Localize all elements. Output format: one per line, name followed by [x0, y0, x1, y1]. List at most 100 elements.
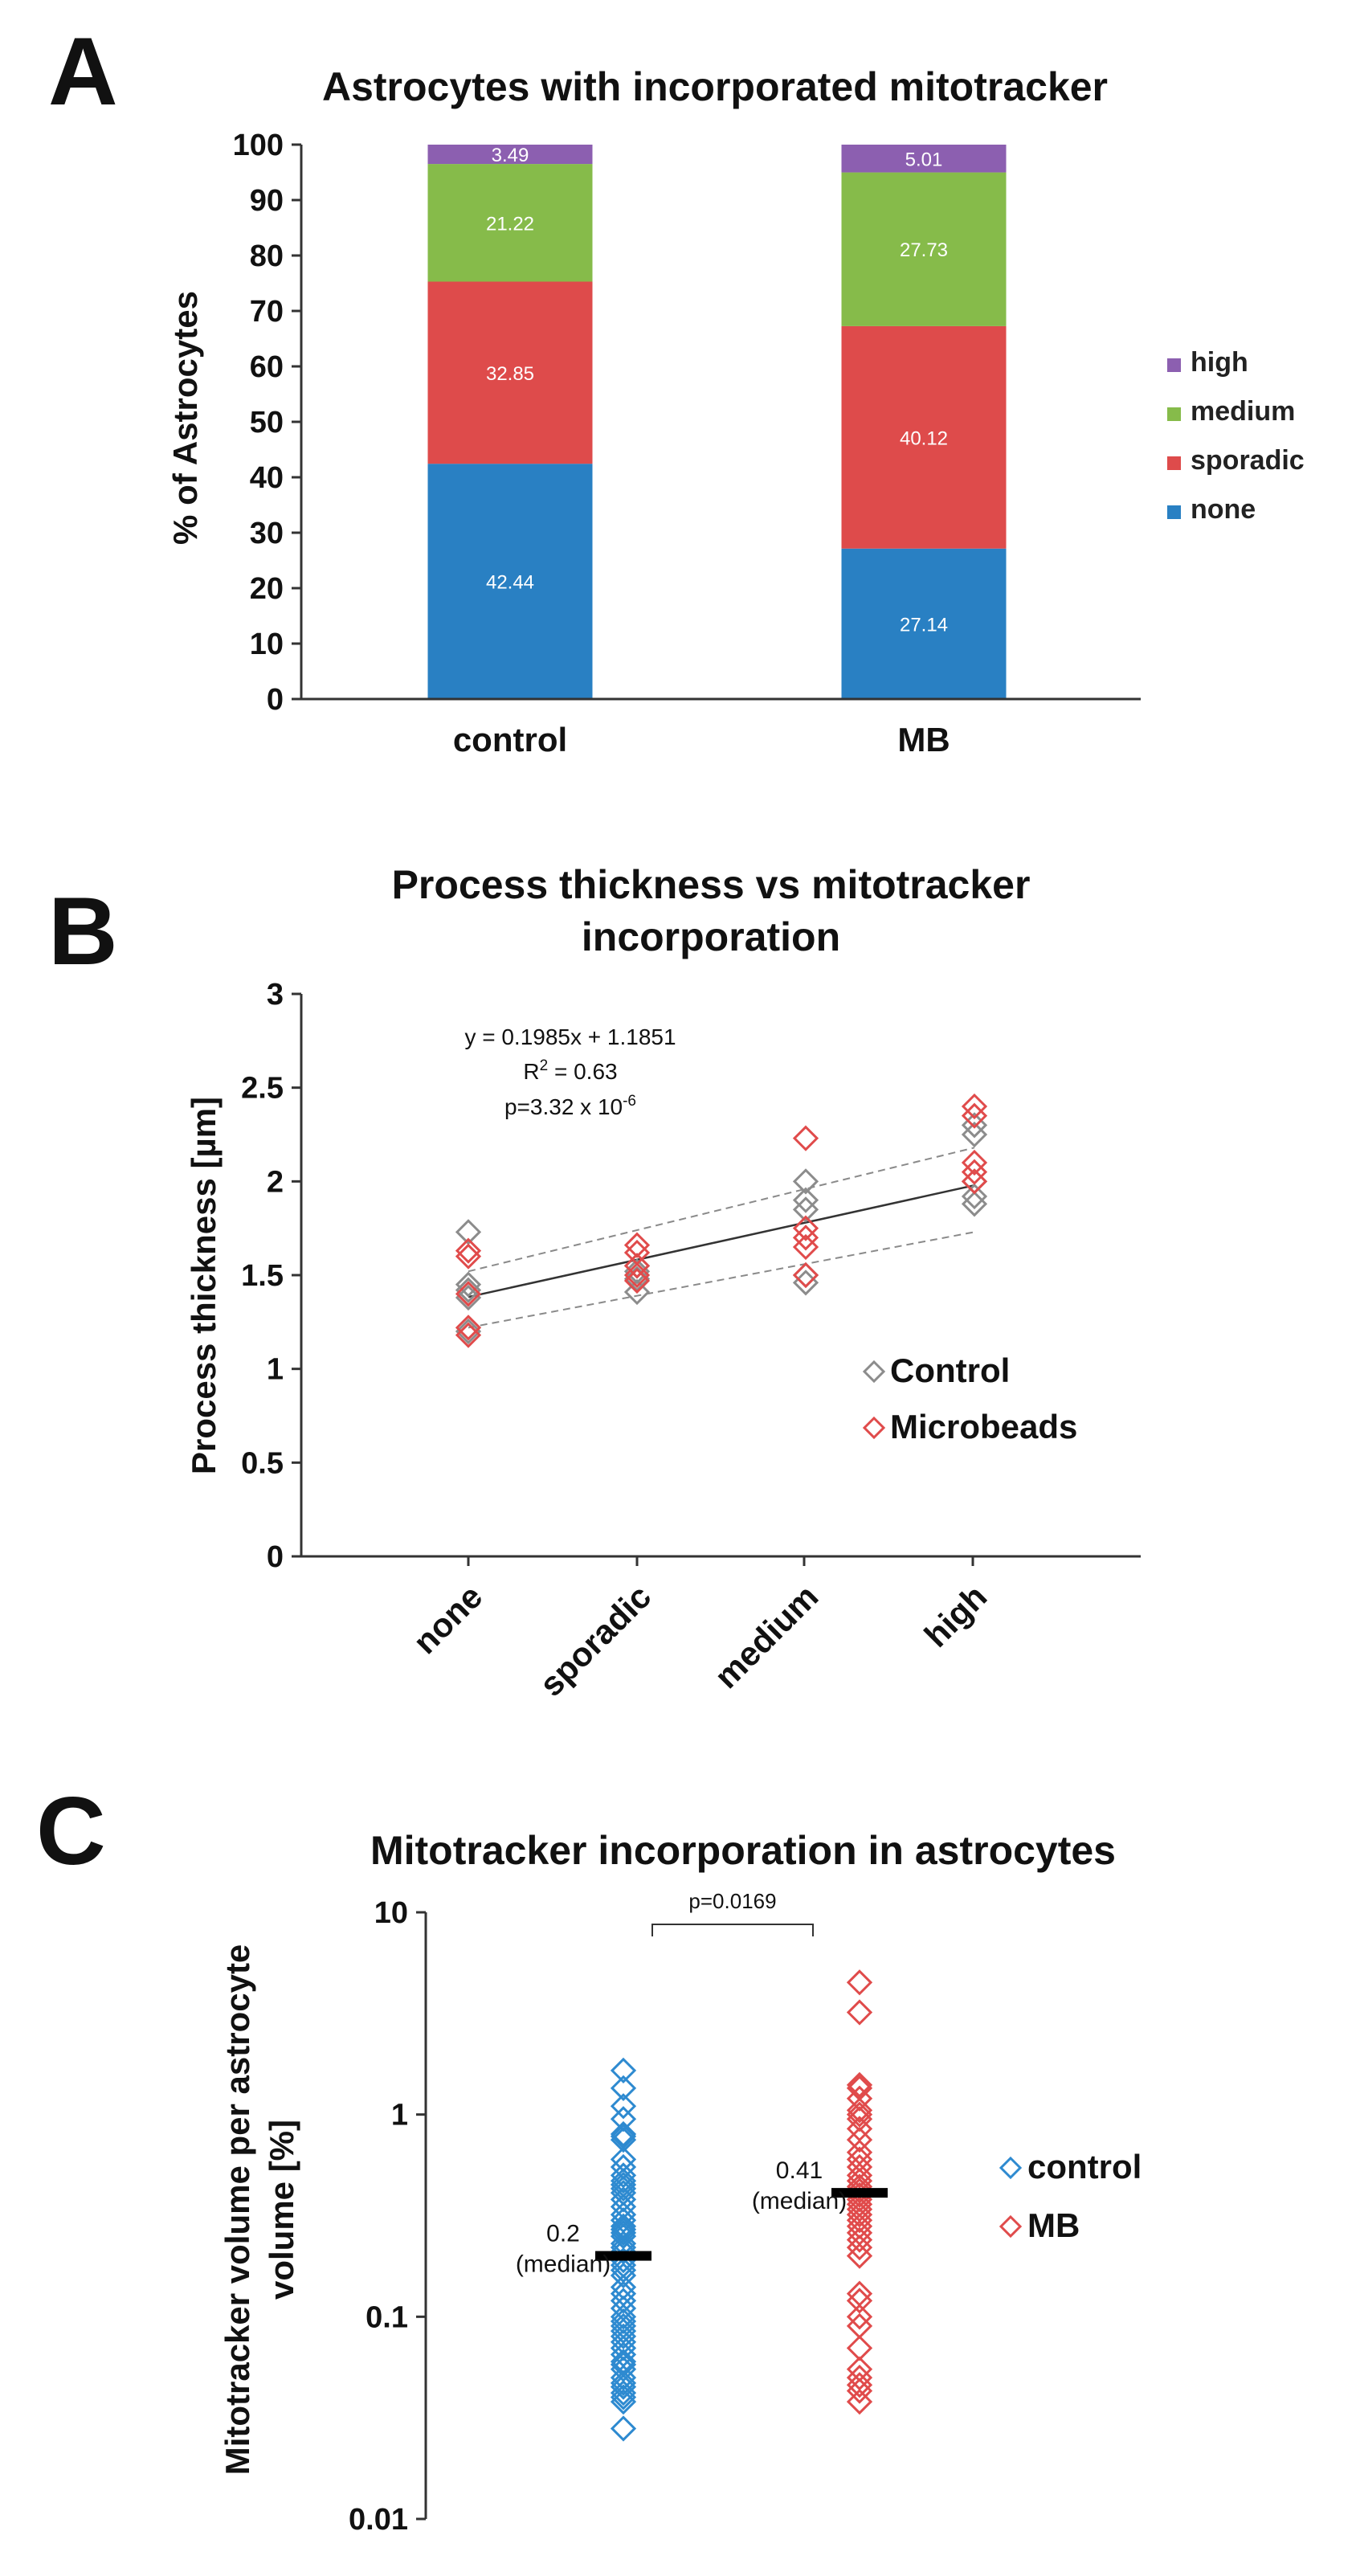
x-category-label: control — [453, 721, 567, 758]
point-microbeads — [455, 1237, 482, 1264]
point-control — [961, 1121, 988, 1148]
point-mb — [846, 1969, 873, 1996]
y-tick-label: 70 — [250, 295, 284, 329]
point-control — [610, 2323, 637, 2349]
point-control — [623, 1258, 651, 1285]
panel-a-legend: high medium sporadic none — [1167, 347, 1305, 525]
bar-segment-label: 42.44 — [486, 572, 534, 594]
bar-segment-sporadic-MB — [841, 325, 1007, 549]
legend-label: none — [1191, 494, 1256, 525]
median-note-label: (median) — [752, 2188, 847, 2214]
panel-c-letter: C — [36, 1777, 106, 1885]
y-tick-label: 3 — [267, 978, 284, 1012]
point-control — [610, 2415, 637, 2442]
point-control — [961, 1183, 988, 1210]
point-control — [961, 1191, 988, 1217]
bar-segment-none-control — [427, 464, 593, 699]
panel-c: C Mitotracker incorporation in astrocyte… — [36, 1777, 1142, 2537]
point-mb — [846, 1999, 873, 2026]
point-mb — [846, 2378, 873, 2404]
panel-b-title-line-1: Process thickness vs mitotracker — [392, 862, 1031, 907]
point-mb — [846, 2356, 873, 2382]
panel-c-y-axis-title-line-1: Mitotracker volume per astrocyte — [219, 1944, 256, 2476]
point-control — [610, 2120, 637, 2148]
panel-b-points — [455, 1093, 988, 1348]
bar-segment-label: 5.01 — [905, 149, 943, 170]
x-category-label: medium — [707, 1577, 825, 1695]
legend-label: sporadic — [1191, 445, 1305, 476]
bar-segment-label: 3.49 — [492, 145, 529, 166]
legend-label: MB — [1027, 2206, 1080, 2244]
panel-c-significance: p=0.0169 — [651, 1889, 814, 1936]
y-tick-label: 30 — [250, 517, 284, 550]
point-control — [610, 2380, 637, 2406]
point-control — [455, 1277, 482, 1303]
point-control — [610, 2288, 637, 2314]
point-control — [792, 1196, 819, 1223]
y-tick-label: 1 — [391, 2099, 408, 2132]
y-tick-label: 90 — [250, 184, 284, 218]
y-tick-label: 1.5 — [241, 1259, 284, 1293]
point-control — [610, 2093, 637, 2120]
legend-label: high — [1191, 347, 1248, 378]
point-microbeads — [792, 1261, 819, 1289]
x-category-label: sporadic — [532, 1577, 658, 1703]
y-tick-label: 20 — [250, 572, 284, 606]
point-control — [610, 2175, 637, 2202]
y-tick-label: 10 — [374, 1896, 408, 1930]
point-mb — [846, 2304, 873, 2330]
panel-c-points — [610, 1969, 873, 2442]
point-microbeads — [623, 1261, 651, 1289]
panel-b-y-axis-title: Process thickness [µm] — [185, 1097, 223, 1474]
point-mb — [846, 2243, 873, 2269]
point-microbeads — [961, 1149, 988, 1176]
point-mb — [846, 2071, 873, 2099]
point-microbeads — [455, 1243, 482, 1270]
y-tick-label: 0.1 — [366, 2300, 408, 2334]
confidence-upper-line — [468, 1147, 975, 1273]
panel-b-equation: y = 0.1985x + 1.1851 — [464, 1024, 676, 1049]
point-mb — [846, 2335, 873, 2361]
x-category-label: MB — [897, 721, 950, 758]
point-microbeads — [623, 1253, 651, 1279]
panel-a-segment-labels: 42.44 32.85 21.22 3.49 27.14 40.12 27.73 5.01 — [486, 145, 948, 636]
legend-label: Control — [890, 1351, 1010, 1389]
panel-b-fit-lines — [468, 1147, 975, 1329]
point-mb — [846, 2101, 873, 2128]
x-category-label: none — [406, 1577, 489, 1661]
point-control — [792, 1270, 819, 1296]
bar-segment-label: 27.14 — [900, 614, 948, 636]
panel-b-r-squared: R2 = 0.63 — [523, 1057, 617, 1084]
point-control — [610, 2075, 637, 2101]
point-control — [623, 1278, 651, 1306]
point-control — [610, 2370, 637, 2396]
point-control — [455, 1219, 482, 1245]
point-mb — [846, 2106, 873, 2132]
point-mb — [846, 2280, 873, 2307]
point-mb — [846, 2312, 873, 2339]
panel-b: B Process thickness vs mitotracker incor… — [48, 862, 1141, 1703]
legend-diamond-icon — [999, 2214, 1023, 2239]
regression-line — [468, 1184, 975, 1298]
point-control — [610, 2126, 637, 2153]
point-control — [610, 2219, 637, 2247]
legend-diamond-icon — [999, 2156, 1023, 2180]
y-tick-label: 40 — [250, 461, 284, 495]
point-mb — [846, 2207, 873, 2234]
bar-segment-medium-control — [427, 164, 593, 282]
panel-c-legend: control MB — [999, 2148, 1142, 2244]
legend-label: Microbeads — [890, 1408, 1077, 1445]
median-bar-control — [595, 2251, 651, 2261]
panel-c-y-axis-title-line-2: volume [%] — [263, 2120, 300, 2300]
point-mb — [846, 2085, 873, 2112]
significance-label: p=0.0169 — [688, 1889, 776, 1913]
panel-a: A Astrocytes with incorporated mitotrack… — [48, 18, 1305, 758]
point-mb — [846, 2235, 873, 2261]
point-microbeads — [961, 1102, 988, 1129]
point-microbeads — [792, 1125, 819, 1151]
significance-bracket — [651, 1924, 814, 1936]
point-control — [455, 1318, 482, 1345]
point-microbeads — [455, 1281, 482, 1307]
median-value-label: 0.41 — [776, 2157, 823, 2184]
